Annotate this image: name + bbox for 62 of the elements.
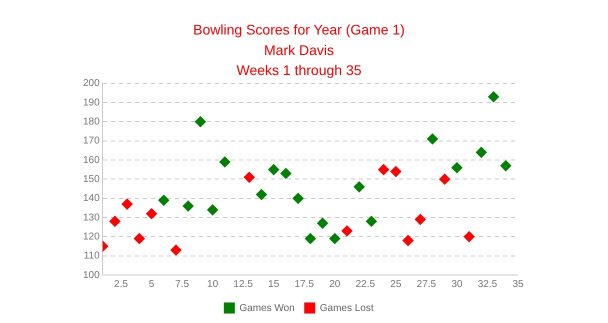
- text: Mark Davis: [264, 42, 334, 58]
- x-tick-label: 27.5: [416, 278, 437, 290]
- point: [182, 200, 194, 212]
- point: [329, 233, 340, 244]
- point: [304, 233, 316, 244]
- point: [280, 168, 292, 179]
- point: [366, 216, 377, 227]
- point: [390, 166, 402, 178]
- point: [414, 214, 426, 225]
- point: [219, 156, 230, 168]
- x-tick-label: 25: [390, 278, 402, 290]
- x-tick-label: 35: [512, 278, 524, 290]
- point: [109, 216, 120, 227]
- point: [439, 174, 450, 185]
- text: Weeks 1 through 35: [236, 62, 362, 78]
- point: [292, 192, 304, 204]
- point: [194, 116, 206, 128]
- x-tick-label: 32.5: [478, 278, 498, 290]
- point: [158, 194, 170, 206]
- point: [464, 231, 475, 242]
- point: [476, 146, 487, 158]
- point: [488, 91, 500, 102]
- point: [341, 225, 352, 236]
- legend-label: Games Lost: [320, 302, 374, 314]
- y-tick-label: 100: [82, 270, 100, 281]
- point: [134, 233, 145, 244]
- x-tick-label: 22.5: [356, 278, 376, 290]
- y-tick-label: 130: [82, 212, 100, 224]
- y-tick-label: 170: [82, 136, 100, 147]
- y-tick-label: 200: [82, 78, 100, 90]
- x-tick-label: 5: [148, 278, 155, 290]
- x-tick-label: 12.5: [233, 278, 254, 290]
- point: [426, 133, 438, 144]
- y-tick-label: 120: [82, 231, 100, 242]
- x-tick-label: 10: [207, 278, 219, 290]
- y-tick-label: 160: [82, 154, 100, 166]
- point: [451, 162, 462, 174]
- y-tick-label: 110: [84, 250, 100, 262]
- point: [500, 160, 512, 172]
- point: [170, 244, 182, 256]
- point: [354, 181, 365, 192]
- legend-label: Games Won: [239, 302, 295, 314]
- point: [268, 164, 280, 176]
- x-tick-label: 17.5: [294, 278, 314, 290]
- point: [146, 208, 158, 220]
- x-tick-label: 15: [268, 278, 280, 290]
- x-tick-label: 7.5: [175, 278, 190, 290]
- y-tick-label: 150: [82, 174, 100, 185]
- x-tick-label: 2.5: [114, 278, 128, 290]
- point: [207, 204, 218, 216]
- point: [122, 198, 133, 210]
- y-tick-label: 190: [82, 97, 100, 108]
- point: [256, 189, 267, 200]
- point: [402, 235, 414, 246]
- point: [317, 218, 328, 229]
- point: [378, 164, 390, 176]
- x-tick-label: 30: [451, 278, 463, 290]
- chart-title: Bowling Scores for Year (Game 1): [193, 21, 405, 38]
- point: [244, 172, 255, 183]
- y-tick-label: 140: [82, 193, 100, 204]
- y-tick-label: 180: [82, 116, 100, 128]
- x-tick-label: 20: [329, 278, 341, 290]
